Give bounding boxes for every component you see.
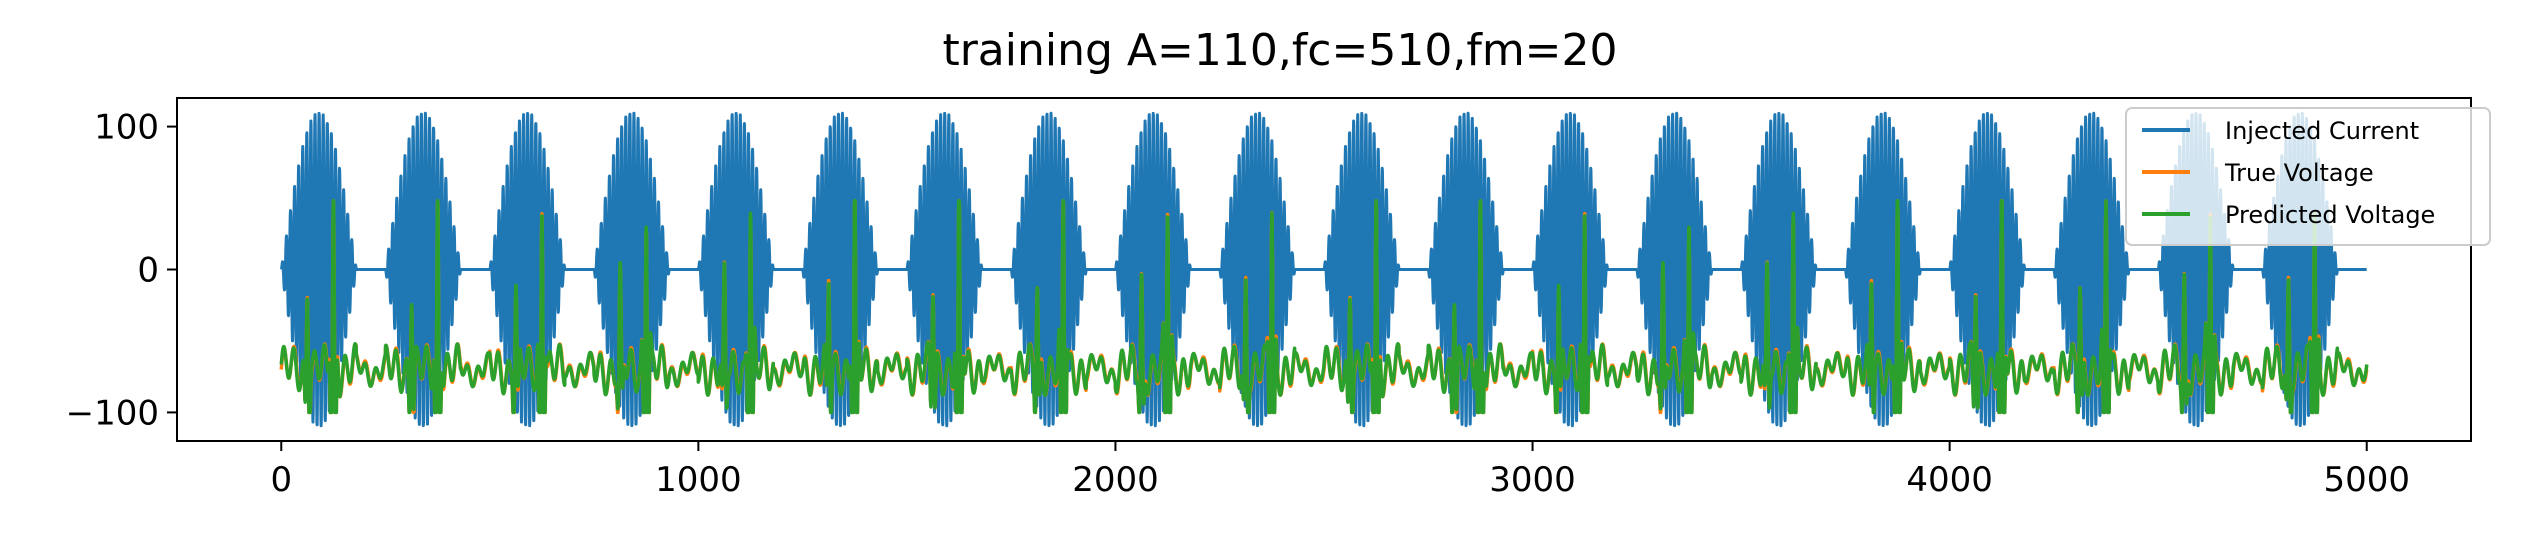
x-tick-label: 0 [270,460,292,500]
axes: 0 1000 2000 3000 4000 5000 −100 0 100 [66,108,2410,500]
series-line-injected-current [279,111,2369,428]
x-tick-label: 3000 [1489,460,1576,500]
x-tick-label: 5000 [2323,460,2410,500]
chart-title: training A=110,fc=510,fm=20 [942,25,1617,76]
x-tick-label: 4000 [1906,460,1993,500]
y-tick-label: 100 [94,108,159,148]
y-tick-label: 0 [137,251,159,291]
x-tick-label: 2000 [1072,460,1159,500]
y-tick-label: −100 [66,393,159,433]
legend-label: Injected Current [2225,117,2419,145]
legend-label: True Voltage [2224,159,2374,187]
legend-label: Predicted Voltage [2225,201,2435,229]
legend: Injected Current True Voltage Predicted Vo… [2125,107,2491,246]
series-line-predicted-voltage [279,199,2369,415]
x-tick-label: 1000 [655,460,742,500]
legend-box [2125,107,2491,246]
